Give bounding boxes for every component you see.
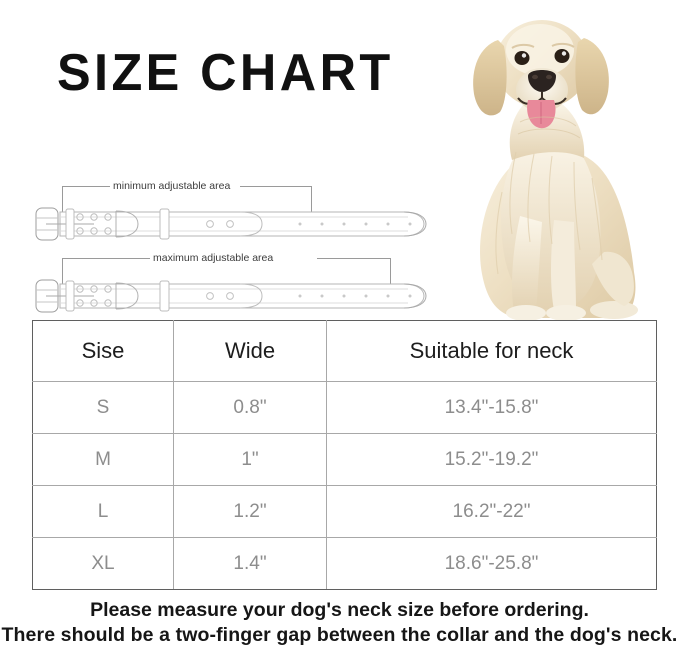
page-title: SIZE CHART <box>57 44 394 102</box>
collar-label-minimum: minimum adjustable area <box>110 180 234 192</box>
bracket-line-left <box>62 186 116 187</box>
table-row: M 1" 15.2"-19.2" <box>32 433 657 486</box>
cell-wide: 1.4" <box>173 537 327 590</box>
cell-wide: 0.8" <box>173 381 327 434</box>
cell-size: L <box>32 485 174 538</box>
collar-label-maximum: maximum adjustable area <box>150 252 277 264</box>
table-row: L 1.2" 16.2"-22" <box>32 485 657 538</box>
bracket-drop-right <box>390 258 391 286</box>
bracket-drop-left <box>62 186 63 214</box>
cell-size: S <box>32 381 174 434</box>
cell-neck: 18.6"-25.8" <box>326 537 657 590</box>
cell-size: XL <box>32 537 174 590</box>
cell-neck: 13.4"-15.8" <box>326 381 657 434</box>
golden-retriever-illustration <box>473 20 638 321</box>
cell-size: M <box>32 433 174 486</box>
footer-note: Please measure your dog's neck size befo… <box>0 598 679 648</box>
table-header-wide: Wide <box>173 320 327 382</box>
table-header-neck: Suitable for neck <box>326 320 657 382</box>
footer-line-1: Please measure your dog's neck size befo… <box>90 599 589 621</box>
table-header-size: Sise <box>32 320 174 382</box>
cell-wide: 1.2" <box>173 485 327 538</box>
table-row: S 0.8" 13.4"-15.8" <box>32 381 657 434</box>
collar-line-art-minimum <box>35 207 427 241</box>
cell-neck: 16.2"-22" <box>326 485 657 538</box>
table-header-row: Sise Wide Suitable for neck <box>32 320 657 382</box>
bracket-line-right <box>317 258 391 259</box>
bracket-drop-left <box>62 258 63 286</box>
table-row: XL 1.4" 18.6"-25.8" <box>32 537 657 590</box>
dog-photo <box>424 2 676 324</box>
collar-line-art-maximum <box>35 279 427 313</box>
footer-line-2: There should be a two-finger gap between… <box>1 624 678 646</box>
bracket-drop-right <box>311 186 312 214</box>
bracket-line-right <box>240 186 312 187</box>
cell-neck: 15.2"-19.2" <box>326 433 657 486</box>
cell-wide: 1" <box>173 433 327 486</box>
size-table: Sise Wide Suitable for neck S 0.8" 13.4"… <box>32 320 657 590</box>
bracket-line-left <box>62 258 154 259</box>
